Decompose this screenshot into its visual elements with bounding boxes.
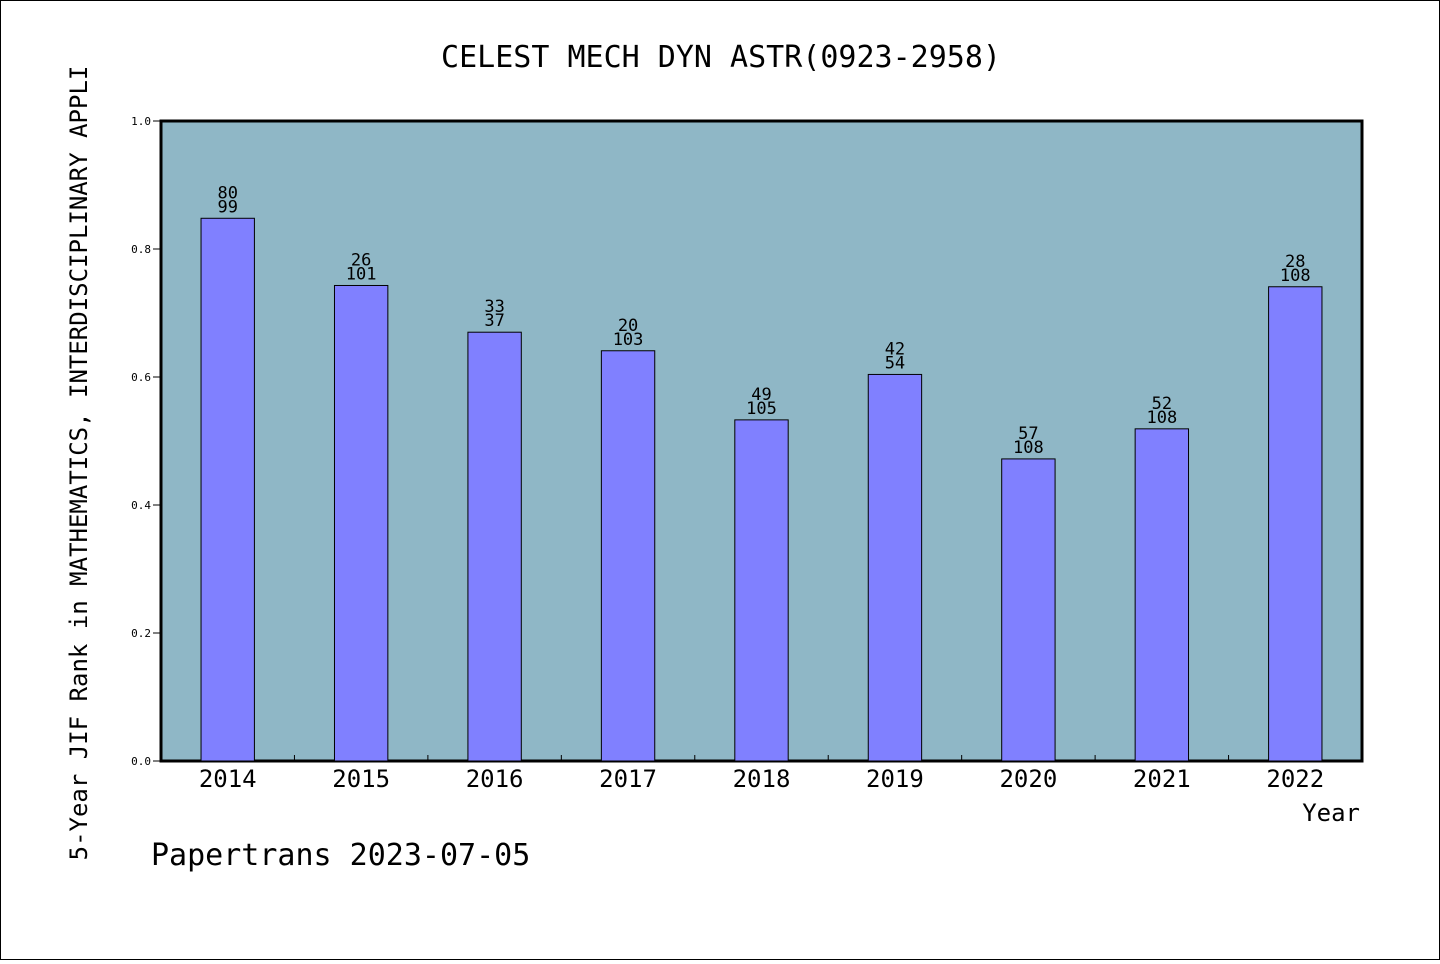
bar-rank-label: 80 (217, 183, 237, 203)
y-axis-label: 5-Year JIF Rank in MATHEMATICS, INTERDIS… (65, 66, 93, 861)
x-tick-label: 2016 (466, 765, 524, 793)
x-tick-label: 2022 (1266, 765, 1324, 793)
bar-total-label: 108 (1280, 266, 1311, 286)
y-axis: 0.0 0.2 0.4 0.6 0.8 1.0 (131, 115, 161, 768)
bar-total-label: 105 (746, 399, 777, 419)
y-tick-label: 0.6 (131, 371, 151, 384)
y-tick-label: 0.4 (131, 499, 151, 512)
bar-2022 (1268, 286, 1323, 762)
bar-2017 (600, 350, 656, 762)
bar-total-label: 103 (613, 330, 644, 350)
bar-2018 (734, 419, 789, 762)
bar-rank-label: 20 (618, 316, 638, 336)
bar-rank-label: 49 (751, 385, 771, 405)
bar-rank-label: 57 (1018, 424, 1038, 444)
bar-total-label: 37 (484, 311, 504, 331)
x-tick-label: 2015 (332, 765, 390, 793)
bar-rank-label: 28 (1285, 252, 1305, 272)
bar-rank-label: 42 (885, 339, 905, 359)
bar-2021 (1134, 428, 1190, 762)
bar-total-label: 54 (885, 353, 905, 373)
y-tick-label: 0.8 (131, 243, 151, 256)
x-tick-label: 2018 (733, 765, 791, 793)
bar-total-label: 99 (217, 197, 237, 217)
y-tick-label: 1.0 (131, 115, 151, 128)
x-tick-label: 2021 (1133, 765, 1191, 793)
bar-2020 (1001, 458, 1056, 762)
bar-2014 (200, 217, 255, 762)
bar-rank-label: 26 (351, 250, 371, 270)
x-tick-label: 2019 (866, 765, 924, 793)
x-axis: 2014 2015 2016 2017 2018 2019 2020 2021 2022 (199, 755, 1324, 793)
x-axis-label: Year (1302, 799, 1360, 827)
x-tick-label: 2014 (199, 765, 257, 793)
x-tick-label: 2017 (599, 765, 657, 793)
bar-rank-label: 52 (1152, 394, 1172, 414)
x-tick-label: 2020 (999, 765, 1057, 793)
y-tick-label: 0.2 (131, 627, 151, 640)
y-tick-label: 0.0 (131, 755, 151, 768)
bar-2015 (333, 284, 389, 762)
footer-credit: Papertrans 2023-07-05 (151, 838, 530, 873)
bar-2019 (867, 373, 923, 762)
chart-title: CELEST MECH DYN ASTR(0923-2958) (441, 40, 1001, 75)
bar-total-label: 108 (1013, 438, 1044, 458)
bar-2016 (467, 331, 522, 762)
bar-total-label: 108 (1146, 408, 1177, 428)
bar-total-label: 101 (346, 264, 377, 284)
bar-rank-label: 33 (484, 297, 504, 317)
